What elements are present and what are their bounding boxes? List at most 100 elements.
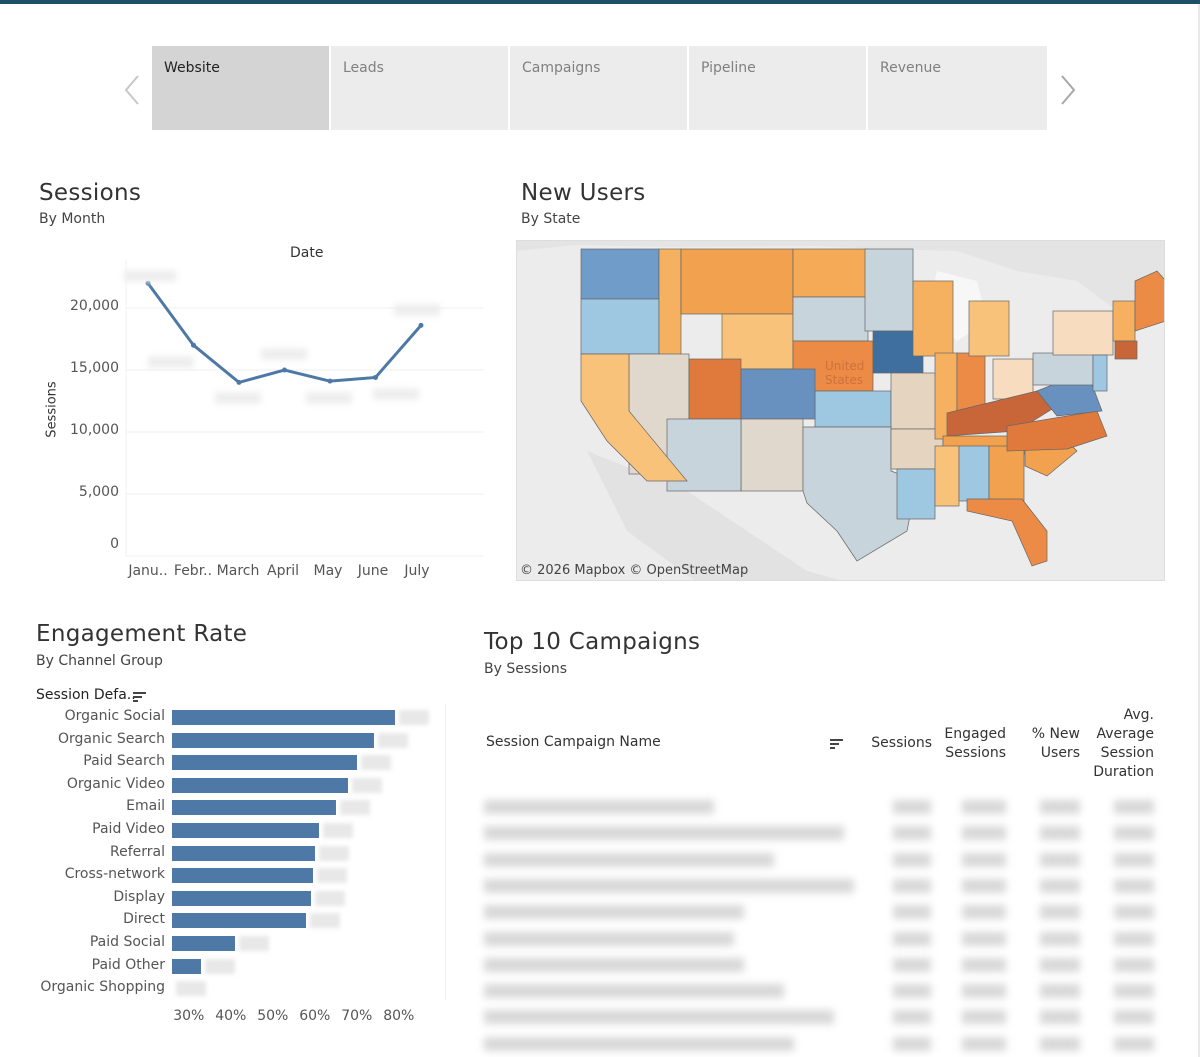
- x-tick: Janu..: [128, 563, 168, 579]
- y-tick: 5,000: [78, 484, 119, 500]
- blurred-cell: [893, 931, 931, 946]
- blurred-cell: [962, 826, 1006, 841]
- x-tick: 30%: [173, 1008, 205, 1024]
- channel-label: Cross-network: [64, 866, 165, 883]
- sessions-point-june[interactable]: [373, 374, 378, 380]
- col-new-line1: % New: [1031, 726, 1080, 742]
- channel-label: Organic Social: [64, 708, 165, 724]
- blurred-campaign-name: [484, 878, 854, 893]
- col-avg-line2: Average: [1096, 726, 1155, 742]
- blurred-data-label: [215, 392, 261, 404]
- channel-label: Email: [126, 798, 165, 815]
- sessions-point-march[interactable]: [236, 379, 242, 385]
- x-tick: March: [216, 563, 260, 579]
- blurred-value-label: [318, 845, 349, 861]
- x-tick: June: [357, 563, 389, 579]
- blurred-value-label: [339, 800, 370, 816]
- blurred-cell: [1040, 1010, 1080, 1025]
- blurred-campaign-name: [484, 957, 744, 972]
- x-tick: 80%: [383, 1008, 415, 1024]
- x-tick: 50%: [257, 1008, 289, 1024]
- blurred-cell: [1114, 878, 1154, 893]
- tab-revenue[interactable]: Revenue: [868, 46, 1047, 130]
- blurred-cell: [893, 800, 931, 814]
- blurred-campaign-name: [484, 852, 774, 867]
- blurred-value-label: [310, 913, 341, 929]
- sessions-point-february[interactable]: [191, 342, 196, 348]
- engagement-title: Engagement Rate: [36, 621, 248, 647]
- x-tick: April: [267, 563, 299, 579]
- sort-icon[interactable]: [830, 735, 844, 749]
- blurred-campaign-name: [484, 984, 784, 999]
- blurred-cell: [1040, 852, 1080, 867]
- map-country-label: United States: [825, 359, 865, 387]
- col-engaged-sessions[interactable]: Engaged Sessions: [936, 725, 1006, 763]
- x-tick: 40%: [215, 1008, 247, 1024]
- blurred-data-label: [148, 356, 194, 368]
- tab-leads[interactable]: Leads: [331, 46, 508, 130]
- blurred-cell: [1040, 905, 1080, 920]
- col-new-users[interactable]: % New Users: [1020, 725, 1080, 763]
- tab-pipeline[interactable]: Pipeline: [689, 46, 866, 130]
- blurred-campaign-name: [484, 931, 734, 946]
- engagement-bar[interactable]: [172, 823, 319, 838]
- us-state-map[interactable]: United States: [516, 240, 1165, 581]
- blurred-data-label: [373, 388, 419, 400]
- blurred-cell: [1114, 931, 1154, 946]
- col-avg-line4: Duration: [1093, 764, 1154, 780]
- engagement-bar[interactable]: [172, 958, 202, 974]
- channel-label: Referral: [110, 843, 165, 860]
- prev-arrow-icon[interactable]: [121, 72, 143, 108]
- engagement-bar[interactable]: [172, 800, 336, 816]
- blurred-cell: [1114, 957, 1154, 972]
- col-engaged-line1: Engaged: [944, 726, 1006, 742]
- engagement-bar[interactable]: [172, 710, 395, 725]
- blurred-value-label: [323, 823, 353, 838]
- top-accent-bar: [0, 0, 1200, 4]
- blurred-cell: [1114, 1010, 1154, 1025]
- x-tick: 60%: [299, 1008, 331, 1024]
- engagement-bar[interactable]: [172, 732, 374, 748]
- blurred-cell: [1114, 852, 1154, 867]
- date-axis-label: Date: [290, 245, 324, 261]
- engagement-bar[interactable]: [172, 755, 357, 771]
- sessions-point-may[interactable]: [327, 378, 333, 384]
- blurred-cell: [893, 1010, 931, 1025]
- col-avg-line1: Avg.: [1123, 707, 1154, 723]
- blurred-data-label: [306, 392, 352, 404]
- channel-label: Organic Video: [66, 775, 165, 792]
- engagement-bar[interactable]: [172, 868, 313, 884]
- blurred-cell: [1114, 826, 1154, 841]
- engagement-bar[interactable]: [172, 890, 311, 906]
- campaigns-subtitle: By Sessions: [484, 661, 568, 677]
- col-sessions[interactable]: Sessions: [871, 735, 932, 751]
- x-tick: Febr..: [173, 563, 213, 579]
- y-tick: 10,000: [70, 422, 119, 438]
- engagement-bar[interactable]: [172, 913, 307, 929]
- engagement-bar[interactable]: [172, 777, 349, 793]
- blurred-cell: [962, 957, 1006, 972]
- sessions-point-july[interactable]: [418, 322, 424, 328]
- blurred-value-label: [176, 981, 206, 997]
- x-tick: 70%: [341, 1008, 373, 1024]
- col-new-line2: Users: [1040, 745, 1080, 761]
- tab-website[interactable]: Website: [152, 46, 329, 130]
- channel-label: Paid Other: [91, 956, 165, 973]
- col-campaign-name[interactable]: Session Campaign Name: [486, 734, 661, 750]
- engagement-bar[interactable]: [172, 936, 235, 951]
- sessions-point-april[interactable]: [282, 367, 287, 373]
- channel-label: Paid Search: [83, 753, 165, 770]
- tab-campaigns[interactable]: Campaigns: [510, 46, 687, 130]
- next-arrow-icon[interactable]: [1057, 72, 1079, 108]
- blurred-cell: [1114, 800, 1154, 814]
- blurred-value-label: [360, 755, 391, 771]
- sort-icon[interactable]: [133, 688, 147, 702]
- blurred-campaign-name: [484, 800, 714, 814]
- blurred-cell: [962, 852, 1006, 867]
- col-avg-duration[interactable]: Avg. Average Session Duration: [1084, 706, 1154, 782]
- channel-label: Organic Search: [57, 730, 165, 747]
- sessions-title: Sessions: [39, 180, 142, 206]
- blurred-cell: [962, 1010, 1006, 1025]
- engagement-bar[interactable]: [172, 845, 315, 861]
- channel-label: Direct: [123, 911, 165, 928]
